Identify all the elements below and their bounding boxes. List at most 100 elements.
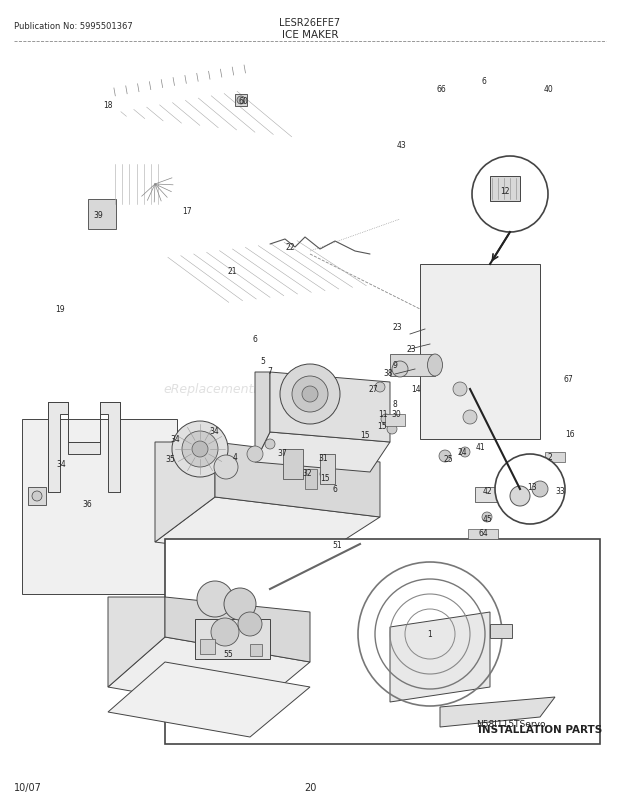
Polygon shape — [155, 497, 380, 562]
Text: 13: 13 — [527, 483, 537, 492]
Text: 1: 1 — [428, 630, 432, 638]
Polygon shape — [440, 697, 555, 727]
Text: 64: 64 — [478, 529, 488, 538]
Text: 37: 37 — [277, 449, 287, 458]
Bar — [28, 488, 46, 505]
Polygon shape — [255, 432, 390, 472]
Circle shape — [280, 365, 340, 424]
Text: 22: 22 — [285, 243, 294, 252]
Polygon shape — [270, 373, 390, 443]
Bar — [420, 265, 540, 439]
Bar — [235, 95, 247, 107]
Circle shape — [238, 612, 262, 636]
Text: eReplacementParts.com: eReplacementParts.com — [164, 383, 316, 396]
Bar — [250, 644, 262, 656]
Text: 12: 12 — [500, 187, 510, 196]
Polygon shape — [48, 403, 120, 492]
Circle shape — [237, 97, 245, 105]
Polygon shape — [215, 443, 380, 517]
Bar — [195, 619, 270, 659]
Circle shape — [211, 618, 239, 646]
Text: 33: 33 — [555, 487, 565, 496]
Bar — [385, 415, 405, 427]
Circle shape — [247, 447, 263, 463]
Polygon shape — [155, 443, 215, 542]
Circle shape — [320, 469, 330, 480]
Circle shape — [224, 588, 256, 620]
Text: 14: 14 — [411, 385, 421, 394]
Bar — [305, 469, 317, 489]
Text: 60: 60 — [238, 97, 248, 107]
Text: 39: 39 — [93, 210, 103, 219]
Circle shape — [182, 431, 218, 468]
Text: 15: 15 — [377, 422, 387, 431]
Text: 20: 20 — [304, 782, 316, 792]
Text: 36: 36 — [82, 500, 92, 508]
Bar — [283, 449, 303, 480]
Text: 5: 5 — [260, 357, 265, 366]
Text: 34: 34 — [170, 435, 180, 444]
Text: 31: 31 — [318, 454, 328, 463]
Bar — [390, 354, 435, 376]
Bar — [22, 419, 177, 594]
Circle shape — [453, 383, 467, 396]
Circle shape — [482, 512, 492, 522]
Circle shape — [532, 481, 548, 497]
Text: 25: 25 — [443, 455, 453, 464]
Text: 67: 67 — [563, 375, 573, 384]
Circle shape — [292, 376, 328, 412]
Bar — [165, 539, 600, 744]
Polygon shape — [108, 638, 310, 712]
Text: 21: 21 — [228, 267, 237, 276]
Bar — [490, 624, 512, 638]
Text: 24: 24 — [457, 448, 467, 457]
Text: 38: 38 — [383, 369, 393, 378]
Circle shape — [197, 581, 233, 618]
Text: 35: 35 — [165, 455, 175, 464]
Text: 41: 41 — [475, 443, 485, 452]
Circle shape — [495, 455, 565, 525]
Text: 40: 40 — [544, 85, 554, 95]
Circle shape — [214, 456, 238, 480]
Circle shape — [387, 424, 397, 435]
Ellipse shape — [428, 354, 443, 376]
Polygon shape — [165, 597, 310, 662]
Text: 55: 55 — [223, 650, 233, 658]
Text: 34: 34 — [56, 460, 66, 469]
Text: 23: 23 — [406, 345, 416, 354]
Circle shape — [472, 157, 548, 233]
Bar — [200, 639, 215, 654]
Polygon shape — [108, 597, 165, 687]
Text: 43: 43 — [397, 140, 407, 149]
Text: N58I115TServo: N58I115TServo — [476, 719, 546, 728]
Bar — [320, 455, 335, 484]
Text: 15: 15 — [320, 474, 330, 483]
Text: 34: 34 — [209, 427, 219, 436]
Text: 45: 45 — [483, 515, 493, 524]
Circle shape — [302, 387, 318, 403]
Bar — [490, 176, 520, 202]
Circle shape — [463, 411, 477, 424]
Text: LESR26EFE7: LESR26EFE7 — [280, 18, 340, 28]
Text: 4: 4 — [232, 453, 237, 462]
Circle shape — [192, 441, 208, 457]
Text: 30: 30 — [391, 410, 401, 419]
Text: 10/07: 10/07 — [14, 782, 42, 792]
Text: 17: 17 — [182, 207, 192, 217]
Text: 15: 15 — [360, 431, 370, 440]
Bar — [468, 529, 498, 539]
Circle shape — [392, 362, 408, 378]
Text: 32: 32 — [302, 469, 312, 478]
Text: 23: 23 — [392, 323, 402, 332]
Text: 9: 9 — [392, 361, 397, 370]
Text: INSTALLATION PARTS: INSTALLATION PARTS — [478, 724, 602, 734]
Circle shape — [439, 451, 451, 463]
Circle shape — [381, 415, 391, 424]
Circle shape — [265, 439, 275, 449]
Polygon shape — [390, 612, 490, 702]
Text: 6: 6 — [332, 485, 337, 494]
Bar — [88, 200, 116, 229]
Text: 27: 27 — [368, 385, 378, 394]
Text: 8: 8 — [392, 400, 397, 409]
Circle shape — [32, 492, 42, 501]
